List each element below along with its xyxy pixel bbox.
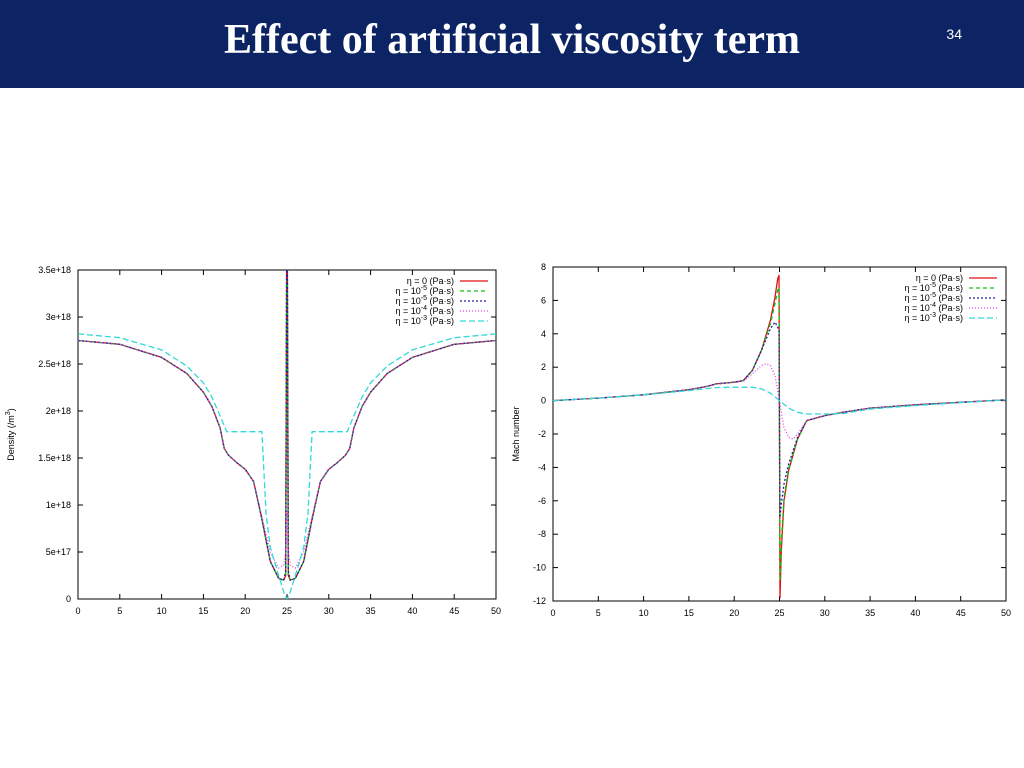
y-tick-label: 2e+18 (46, 406, 71, 416)
page-number: 34 (946, 26, 962, 42)
x-tick-label: 0 (75, 606, 80, 616)
x-tick-label: 30 (820, 608, 830, 618)
x-tick-label: 45 (449, 606, 459, 616)
slide-title: Effect of artificial viscosity term (223, 17, 801, 63)
legend-label: η = 10-3 (Pa·s) (904, 312, 963, 323)
x-tick-label: 35 (865, 608, 875, 618)
y-tick-label: -8 (538, 529, 546, 539)
legend-label: η = 10-4 (Pa·s) (395, 305, 454, 316)
y-axis-label: Density (/m3) (5, 408, 16, 460)
x-tick-label: 10 (639, 608, 649, 618)
y-tick-label: -12 (533, 596, 546, 606)
series-group (553, 274, 1006, 599)
x-tick-label: 25 (282, 606, 292, 616)
slide-header: Effect of artificial viscosity term 34 (0, 0, 1024, 88)
legend-label: η = 10-5 (Pa·s) (904, 282, 963, 293)
legend-label: η = 10-5 (Pa·s) (904, 292, 963, 303)
legend-label: η = 10-5 (Pa·s) (395, 285, 454, 296)
series-line (78, 270, 496, 581)
y-tick-label: 2.5e+18 (38, 359, 71, 369)
x-tick-label: 10 (157, 606, 167, 616)
y-tick-label: 5e+17 (46, 547, 71, 557)
x-tick-label: 50 (1001, 608, 1011, 618)
x-tick-label: 25 (774, 608, 784, 618)
x-tick-label: 15 (684, 608, 694, 618)
x-tick-label: 20 (240, 606, 250, 616)
x-tick-label: 40 (407, 606, 417, 616)
legend-label: η = 10-4 (Pa·s) (904, 302, 963, 313)
x-tick-label: 5 (596, 608, 601, 618)
x-tick-label: 45 (956, 608, 966, 618)
y-tick-label: 3e+18 (46, 312, 71, 322)
series-line (78, 333, 496, 599)
x-tick-label: 30 (324, 606, 334, 616)
y-tick-label: 6 (541, 295, 546, 305)
x-tick-label: 20 (729, 608, 739, 618)
y-tick-label: -4 (538, 462, 546, 472)
y-tick-label: -6 (538, 496, 546, 506)
y-tick-label: 4 (541, 329, 546, 339)
y-tick-label: 0 (66, 594, 71, 604)
legend-label: η = 10-5 (Pa·s) (395, 295, 454, 306)
y-tick-label: 2 (541, 362, 546, 372)
y-tick-label: 0 (541, 396, 546, 406)
y-tick-label: -2 (538, 429, 546, 439)
legend-label: η = 10-3 (Pa·s) (395, 315, 454, 326)
legend-label: η = 0 (Pa·s) (407, 276, 454, 286)
series-line (553, 321, 1006, 519)
series-group (78, 270, 496, 599)
x-tick-label: 0 (550, 608, 555, 618)
y-tick-label: 8 (541, 262, 546, 272)
y-tick-label: 1.5e+18 (38, 453, 71, 463)
y-tick-label: -10 (533, 563, 546, 573)
y-tick-label: 3.5e+18 (38, 265, 71, 275)
series-line (553, 386, 1006, 415)
x-tick-label: 15 (198, 606, 208, 616)
legend-label: η = 0 (Pa·s) (916, 273, 963, 283)
x-tick-label: 50 (491, 606, 501, 616)
x-tick-label: 5 (117, 606, 122, 616)
y-axis-label: Mach number (511, 406, 521, 461)
y-tick-label: 1e+18 (46, 500, 71, 510)
x-tick-label: 40 (910, 608, 920, 618)
x-tick-label: 35 (366, 606, 376, 616)
